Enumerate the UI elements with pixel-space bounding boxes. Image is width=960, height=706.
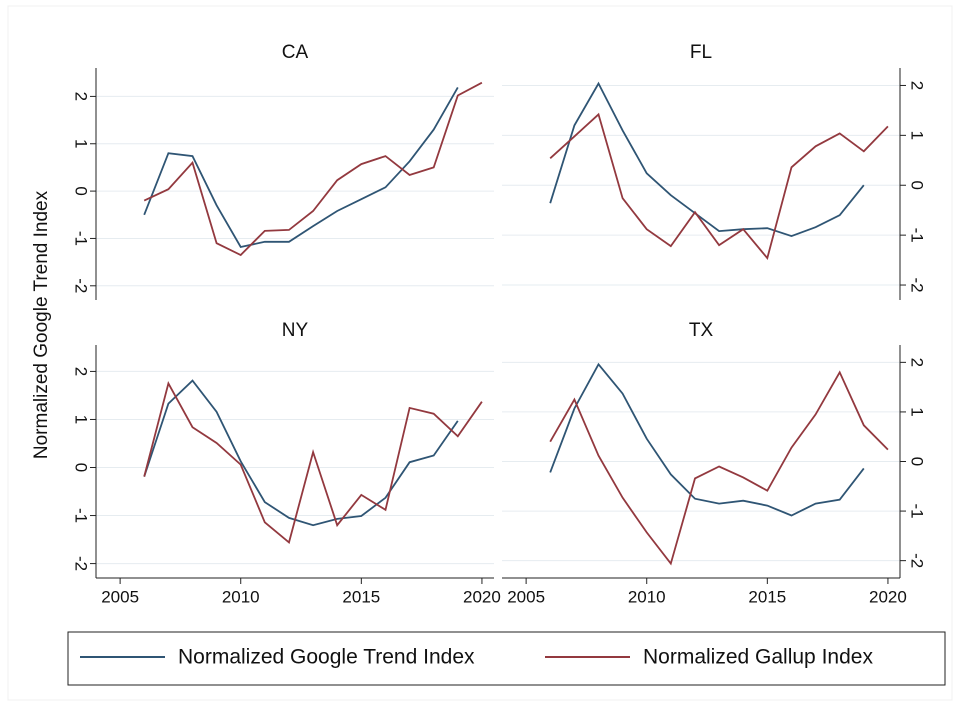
y-tick-label: -2: [908, 553, 927, 568]
series-line: [143, 86, 459, 249]
x-tick-label: 2015: [342, 587, 380, 606]
panel-title: TX: [689, 320, 714, 341]
y-tick-label: 1: [908, 131, 927, 140]
y-tick-label: -1: [908, 228, 927, 243]
y-tick-label: 0: [908, 181, 927, 190]
y-tick-label: 2: [72, 92, 91, 101]
series-line: [549, 81, 865, 238]
x-tick-label: 2005: [507, 587, 545, 606]
y-tick-label: -1: [72, 508, 91, 523]
y-tick-label: 0: [72, 186, 91, 195]
y-tick-label: 1: [72, 139, 91, 148]
series-line: [143, 379, 459, 527]
y-tick-label: -2: [72, 278, 91, 293]
y-tick-label: -2: [72, 556, 91, 571]
series-line: [549, 112, 889, 261]
y-tick-label: 2: [908, 358, 927, 367]
panel-title: NY: [282, 320, 309, 341]
x-tick-label: 2020: [463, 587, 501, 606]
legend-label: Normalized Google Trend Index: [178, 646, 475, 669]
legend-box: [67, 631, 946, 686]
legend-label: Normalized Gallup Index: [643, 646, 873, 669]
y-tick-label: 0: [72, 463, 91, 472]
x-tick-label: 2020: [869, 587, 907, 606]
x-tick-label: 2005: [101, 587, 139, 606]
y-tick-label: -1: [908, 504, 927, 519]
background: [7, 5, 953, 701]
series-line: [549, 362, 865, 517]
panel-title: FL: [690, 42, 712, 63]
x-tick-label: 2015: [748, 587, 786, 606]
y-tick-label: 1: [72, 415, 91, 424]
x-tick-label: 2010: [628, 587, 666, 606]
y-tick-label: 2: [72, 367, 91, 376]
x-tick-label: 2010: [222, 587, 260, 606]
y-tick-label: 1: [908, 407, 927, 416]
y-tick-label: 2: [908, 81, 927, 90]
series-line: [143, 380, 483, 544]
y-tick-label: 0: [908, 457, 927, 466]
y-tick-label: -1: [72, 231, 91, 246]
series-line: [143, 81, 483, 257]
y-tick-label: -2: [908, 277, 927, 292]
panel-title: CA: [282, 42, 309, 63]
series-line: [549, 370, 889, 566]
y-axis-label: Normalized Google Trend Index: [31, 190, 52, 459]
